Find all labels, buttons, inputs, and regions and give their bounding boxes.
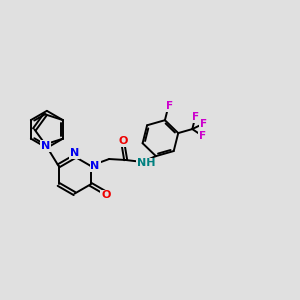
Text: F: F — [199, 131, 206, 141]
Text: NH: NH — [137, 158, 156, 168]
Text: F: F — [166, 101, 173, 111]
Text: N: N — [41, 141, 50, 151]
Text: F: F — [200, 119, 207, 129]
Text: F: F — [192, 112, 199, 122]
Text: N: N — [70, 148, 80, 158]
Text: N: N — [91, 161, 100, 171]
Text: O: O — [118, 136, 128, 146]
Text: O: O — [101, 190, 110, 200]
